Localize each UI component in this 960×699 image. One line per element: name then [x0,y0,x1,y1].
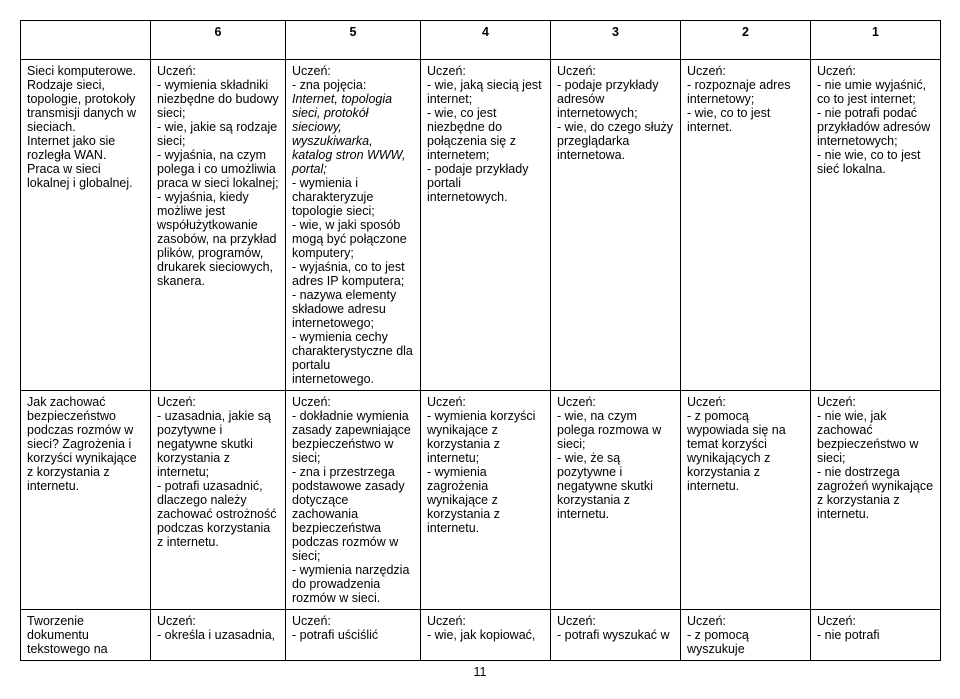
header-5: 5 [286,21,421,60]
table-row: Jak zachować bezpieczeństwo podczas rozm… [21,391,941,610]
topic-cell: Tworzenie dokumentu tekstowego na [21,610,151,661]
grade1-cell: Uczeń:- nie umie wyjaśnić, co to jest in… [811,60,941,391]
grade3-cell: Uczeń:- wie, na czym polega rozmowa w si… [551,391,681,610]
grade3-cell: Uczeń:- podaje przykłady adresów interne… [551,60,681,391]
grade2-cell: Uczeń:- z pomocą wyszukuje [681,610,811,661]
grade6-cell: Uczeń:- wymienia składniki niezbędne do … [151,60,286,391]
grade5-cell: Uczeń:- potrafi uściślić [286,610,421,661]
table-row: Tworzenie dokumentu tekstowego na Uczeń:… [21,610,941,661]
header-3: 3 [551,21,681,60]
cell-text: - wymienia i charakteryzuje topologie si… [292,176,413,386]
table-row: Sieci komputerowe. Rodzaje sieci, topolo… [21,60,941,391]
grade1-cell: Uczeń:- nie potrafi [811,610,941,661]
header-blank [21,21,151,60]
page-number: 11 [20,665,940,679]
grade4-cell: Uczeń:- wie, jaką siecią jest internet;-… [421,60,551,391]
grade4-cell: Uczeń:- wymienia korzyści wynikające z k… [421,391,551,610]
grade3-cell: Uczeń:- potrafi wyszukać w [551,610,681,661]
cell-italic: Internet, topologia sieci, protokół siec… [292,92,405,176]
grade1-cell: Uczeń:- nie wie, jak zachować bezpieczeń… [811,391,941,610]
header-2: 2 [681,21,811,60]
grade4-cell: Uczeń:- wie, jak kopiować, [421,610,551,661]
header-6: 6 [151,21,286,60]
grade6-cell: Uczeń:- określa i uzasadnia, [151,610,286,661]
grade5-cell: Uczeń:- dokładnie wymienia zasady zapewn… [286,391,421,610]
grade2-cell: Uczeń:- z pomocą wypowiada się na temat … [681,391,811,610]
grade6-cell: Uczeń:- uzasadnia, jakie są pozytywne i … [151,391,286,610]
header-1: 1 [811,21,941,60]
criteria-table: 6 5 4 3 2 1 Sieci komputerowe. Rodzaje s… [20,20,941,661]
header-row: 6 5 4 3 2 1 [21,21,941,60]
grade5-cell: Uczeń:- zna pojęcia: Internet, topologia… [286,60,421,391]
cell-text: Uczeń:- zna pojęcia: [292,64,366,92]
header-4: 4 [421,21,551,60]
topic-cell: Sieci komputerowe. Rodzaje sieci, topolo… [21,60,151,391]
grade2-cell: Uczeń:- rozpoznaje adres internetowy;- w… [681,60,811,391]
topic-cell: Jak zachować bezpieczeństwo podczas rozm… [21,391,151,610]
